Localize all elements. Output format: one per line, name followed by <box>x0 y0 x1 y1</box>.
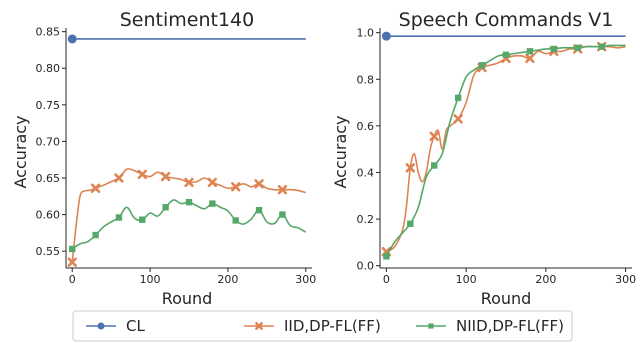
data-point <box>115 214 123 221</box>
data-point <box>428 323 434 329</box>
x-tick-label: 100 <box>456 273 477 286</box>
series-iid-dp-fl-ff- <box>381 41 626 257</box>
series-line <box>71 199 307 250</box>
chart-speech-commands: Speech Commands V1 Round Accuracy 0 100 20… <box>331 9 636 308</box>
data-point <box>185 198 193 206</box>
series-line <box>385 44 626 257</box>
data-point <box>525 53 535 63</box>
legend-item: NIID,DP-FL(FF) <box>416 317 564 335</box>
x-axis-label: Round <box>162 289 213 308</box>
legend-label: CL <box>126 317 145 335</box>
data-point <box>381 31 391 41</box>
chart-title: Sentiment140 <box>120 9 254 31</box>
legend-label: IID,DP-FL(FF) <box>284 317 381 335</box>
chart-sentiment140: Sentiment140 Round Accuracy 0 100 200 300 0.… <box>11 9 316 308</box>
data-point <box>407 220 414 227</box>
data-point <box>429 131 439 142</box>
y-tick-label: 0.80 <box>36 62 61 75</box>
x-tick-label: 0 <box>69 273 76 286</box>
data-point <box>162 204 169 211</box>
data-point <box>90 183 101 193</box>
data-point <box>454 94 462 102</box>
x-tick-label: 200 <box>535 273 556 286</box>
data-point <box>160 171 171 182</box>
data-point <box>526 48 534 55</box>
data-point <box>207 177 218 188</box>
data-point <box>598 43 605 50</box>
data-point <box>67 34 77 44</box>
y-tick-label: 0.8 <box>357 73 375 86</box>
data-point <box>114 173 124 183</box>
series-cl <box>381 31 626 41</box>
chart-title: Speech Commands V1 <box>399 9 614 31</box>
y-axis-label: Accuracy <box>331 115 350 188</box>
data-point <box>137 169 147 180</box>
axes: 0 100 200 300 0.55 0.60 0.65 0.70 0.75 0.80 0.85 <box>36 26 317 286</box>
y-tick-label: 0.4 <box>357 166 375 179</box>
series-iid-dp-fl-ff- <box>67 168 306 267</box>
data-point <box>255 322 263 330</box>
legend: CL IID,DP-FL(FF) NIID,DP-FL(FF) <box>72 310 573 342</box>
y-tick-label: 0.75 <box>36 99 61 112</box>
data-point <box>478 62 486 69</box>
data-point <box>383 253 390 260</box>
legend-item: IID,DP-FL(FF) <box>244 317 381 335</box>
data-point <box>92 231 99 239</box>
data-point <box>574 44 581 52</box>
legend-frame <box>72 310 573 342</box>
series-line <box>385 45 626 253</box>
x-axis-label: Round <box>481 289 532 308</box>
series-niid-dp-fl-ff- <box>69 198 307 253</box>
data-point <box>279 211 286 218</box>
x-tick-label: 300 <box>295 273 316 286</box>
data-point <box>232 217 239 224</box>
data-point <box>277 185 288 195</box>
y-tick-label: 0.55 <box>36 245 61 258</box>
plot-area <box>67 34 307 267</box>
data-point <box>209 200 216 207</box>
data-point <box>97 322 105 330</box>
data-point <box>69 245 76 253</box>
data-point <box>184 177 194 188</box>
x-tick-label: 100 <box>140 273 161 286</box>
y-axis-label: Accuracy <box>11 115 30 188</box>
data-point <box>502 51 510 58</box>
legend-label: NIID,DP-FL(FF) <box>456 317 564 335</box>
data-point <box>453 114 463 124</box>
x-tick-label: 0 <box>383 273 390 286</box>
series-cl <box>67 34 306 44</box>
data-point <box>231 182 241 192</box>
axes: 0 100 200 300 0.0 0.2 0.4 0.6 0.8 1.0 <box>357 27 637 286</box>
series-niid-dp-fl-ff- <box>383 43 626 260</box>
y-tick-label: 1.0 <box>357 27 375 40</box>
y-tick-label: 0.85 <box>36 26 61 39</box>
data-point <box>550 45 558 53</box>
legend-item: CL <box>86 317 145 335</box>
y-tick-label: 0.2 <box>357 213 375 226</box>
y-tick-label: 0.65 <box>36 172 61 185</box>
y-tick-label: 0.60 <box>36 209 61 222</box>
y-tick-label: 0.6 <box>357 120 375 133</box>
data-point <box>431 162 438 169</box>
y-tick-label: 0.0 <box>357 260 375 273</box>
data-point <box>67 257 77 267</box>
x-tick-label: 300 <box>615 273 636 286</box>
data-point <box>255 206 263 214</box>
data-point <box>254 179 264 189</box>
x-tick-label: 200 <box>217 273 238 286</box>
y-tick-label: 0.70 <box>36 135 61 148</box>
plot-area <box>381 31 626 260</box>
data-point <box>139 216 146 223</box>
data-point <box>405 163 416 173</box>
